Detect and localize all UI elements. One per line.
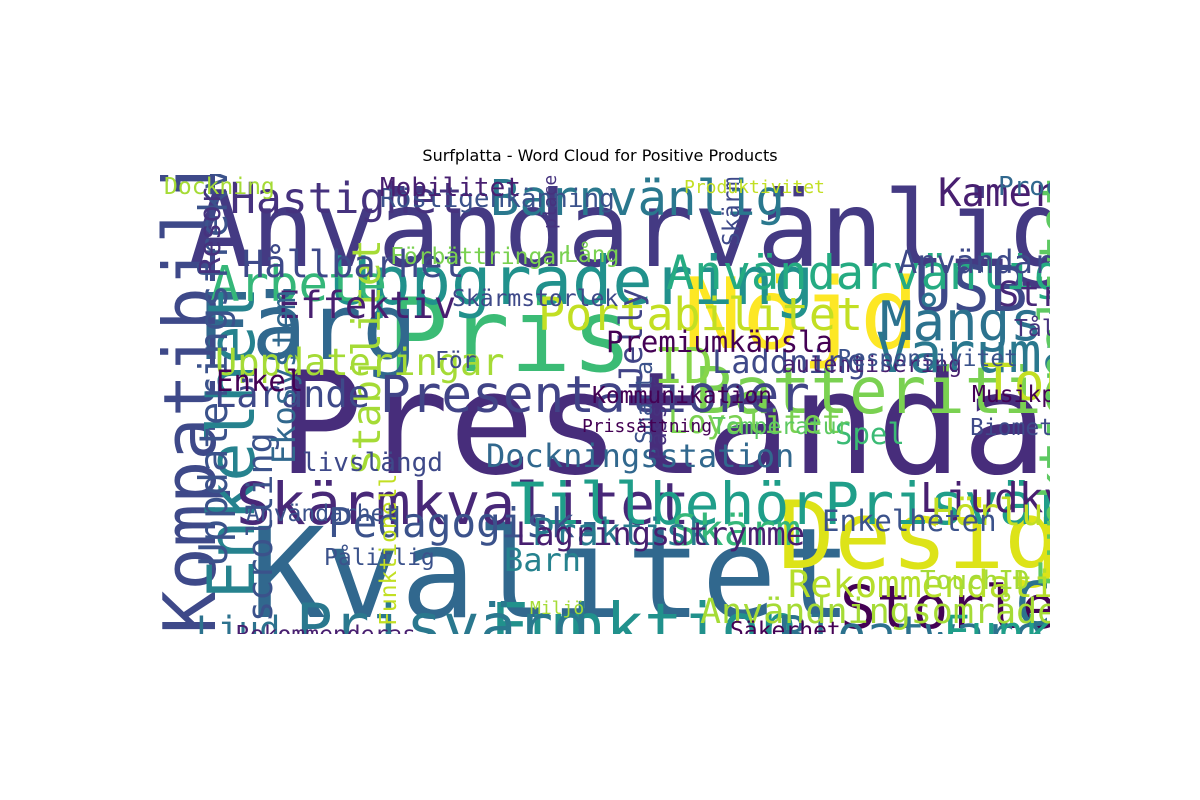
word-kvalitet: Kvalitet	[250, 502, 853, 634]
word-funktion: Funktion	[490, 591, 799, 634]
word-bloatware: Bloatware	[778, 610, 1044, 634]
word-användarvänlighet: Användarvänlighet	[188, 174, 1050, 291]
word-uppdateringar: Uppdateringar	[215, 341, 505, 384]
word-förbättringar: Förbättringar	[390, 244, 571, 270]
word-lagringsutrymme: Lagringsutrymme	[516, 515, 805, 553]
word-pris: Pris	[387, 277, 633, 396]
word-användarhet: Användarhet	[246, 501, 399, 527]
word-användarvänlig: Användarvänlig	[666, 246, 1050, 301]
word-responsivitet: Responsivitet	[838, 346, 1019, 372]
word-biometrisk: Biometrisk	[970, 415, 1050, 441]
word-pedagogisk: Pedagogisk	[328, 499, 575, 547]
word-autentisering: autentisering	[782, 352, 963, 378]
word-portabilitet: Portabilitet	[538, 288, 864, 341]
word-laddning: Laddning	[712, 343, 867, 381]
word-prisvärd: Prisvärd	[296, 591, 590, 634]
word-funktionell: Funktionell	[376, 473, 402, 626]
word-mångsidighet: Mångsidighet	[880, 290, 1050, 353]
word-processor: Processor	[998, 174, 1050, 202]
word-arbete: Arbete	[210, 256, 388, 313]
word-ljudkvalitet: Ljudkvalitet	[920, 474, 1050, 522]
word-praktisk: Praktisk	[532, 511, 711, 554]
word-uppgradering: Uppgradering	[330, 242, 815, 320]
word-hållbarhet: Hållbarhet	[242, 243, 465, 286]
word-pålitlig: Pålitlig	[324, 545, 435, 571]
word-färg: Färg	[196, 274, 418, 381]
word-tålamod: Tålamod	[1014, 316, 1050, 342]
word-id: ID	[654, 338, 714, 395]
word-kommunikation: Kommunikation	[592, 383, 773, 409]
word-musikproduktion: Musikproduktion	[972, 382, 1050, 408]
word-effektiv: Effektiv	[278, 284, 457, 327]
word-rekommendation: Rekommendation	[788, 563, 1050, 606]
word-nöjd: Nöjd	[683, 258, 920, 372]
word-prissättning: Prissättning	[582, 416, 713, 437]
word-touchid: TouchID	[920, 566, 1030, 596]
word-kamera: Kamera	[938, 174, 1050, 216]
word-skärmkvalitet: Skärmkvalitet	[236, 470, 690, 538]
word-loyalitet: Loyalitet	[668, 403, 842, 441]
word-design: Design	[778, 482, 1050, 591]
word-skärmstorlek: Skärmstorlek	[452, 286, 619, 312]
word-premiumkänsla: Premiumkänsla	[606, 325, 833, 359]
word-barn: Barn	[504, 541, 582, 579]
word-spel: Spel	[835, 417, 905, 451]
chart-title: Surfplatta - Word Cloud for Positive Pro…	[422, 146, 778, 165]
word-lång: Lång	[564, 242, 620, 268]
word-storlek: Storlek	[840, 573, 1050, 634]
word-ljud: Ljud	[196, 610, 281, 635]
word-tillbehörprisvärdhet: TillbehörPrisvärdhet	[510, 470, 1050, 538]
word-användarupplevelse: Användarupplevelse	[898, 243, 1050, 281]
word-säkerhet: Säkerhet	[730, 618, 841, 635]
word-presentationer: Presentationer	[380, 366, 810, 425]
word-användningsområde: Användningsområde	[700, 592, 1050, 632]
word-för: För	[435, 348, 477, 374]
word-placering: placering	[540, 174, 561, 229]
word-livslängd: livslängd	[302, 448, 443, 478]
word-dockning: Dockning	[164, 174, 275, 200]
word-hastighet: Hastighet	[230, 174, 463, 224]
word-varumärke: Varumärke	[876, 321, 1050, 385]
word-dockningsstation: Dockningsstation	[486, 437, 795, 475]
word-usb: USB	[914, 253, 1028, 326]
word-prestanda: Prestanda	[278, 342, 1048, 507]
word-miljö: Miljö	[530, 598, 585, 619]
word-barnvänlig: Barnvänlig	[490, 174, 786, 227]
word-lärande: Lärande	[214, 373, 370, 416]
word-touch: Touch	[983, 354, 1050, 413]
word-c: C	[1015, 569, 1050, 634]
word-rekommenderas: Rekommenderas	[236, 624, 416, 635]
word-resor: Resor	[193, 187, 227, 275]
word-skärm: Skärm	[672, 506, 802, 556]
word-röstigenkänning: Röstigenkänning	[380, 184, 615, 214]
word-funktioner: Funktioner	[943, 606, 1050, 634]
word-enkelheten: Enkelheten	[822, 504, 997, 538]
word-batteritid: Batteritid	[695, 355, 1050, 429]
word-streaming: Streaming	[998, 275, 1050, 315]
word-produktivitet: Produktivitet	[684, 177, 825, 198]
word-mobilitet: Mobilitet	[380, 174, 521, 203]
word-hörlursuttag: Hörlursuttag	[932, 491, 1050, 534]
word-temperatur: Temperatur	[712, 414, 851, 440]
word-enkel: Enkel	[216, 364, 304, 398]
